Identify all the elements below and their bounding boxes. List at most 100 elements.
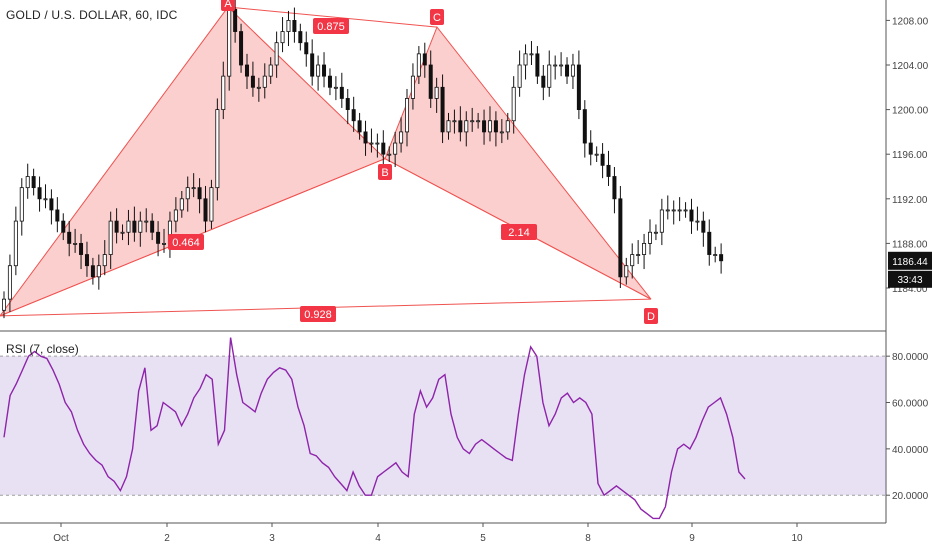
candle	[351, 109, 356, 122]
candle	[256, 86, 261, 89]
candle	[482, 120, 487, 133]
candle	[606, 164, 611, 177]
candle	[476, 120, 481, 123]
candle	[286, 19, 291, 32]
candle	[209, 187, 214, 222]
ratio-label: 2.14	[508, 227, 529, 239]
candle	[677, 209, 682, 212]
x-tick-label: 9	[689, 533, 695, 544]
y-tick-label: 1192.00	[892, 195, 928, 206]
candle	[517, 64, 522, 88]
candle	[55, 209, 60, 222]
y-tick-label: 1196.00	[892, 150, 928, 161]
candle	[114, 220, 119, 233]
candle	[179, 198, 184, 211]
x-tick-label: 5	[480, 533, 486, 544]
candle	[594, 153, 599, 156]
chart-title: GOLD / U.S. DOLLAR, 60, IDC	[6, 8, 178, 22]
pattern-triangle-xab	[0, 6, 386, 317]
candle	[144, 220, 149, 223]
candle	[120, 231, 125, 234]
x-tick-label: 2	[164, 533, 170, 544]
candle	[298, 31, 303, 44]
candle	[582, 109, 587, 144]
candle	[399, 131, 404, 144]
candle	[156, 231, 161, 244]
candle	[239, 31, 244, 66]
candle	[345, 98, 350, 110]
candle	[393, 142, 398, 155]
last-price-label: 1186.44	[892, 257, 928, 268]
candle	[416, 53, 421, 77]
candle	[487, 120, 492, 133]
candle	[446, 120, 451, 133]
candle	[422, 53, 427, 66]
candle	[173, 209, 178, 222]
candle	[126, 220, 131, 233]
candle	[369, 142, 374, 145]
candle	[529, 53, 534, 56]
candle	[304, 42, 309, 55]
pattern-point-a	[221, 0, 235, 11]
candle	[535, 53, 540, 77]
candle	[73, 242, 78, 245]
candle	[280, 31, 285, 44]
candle	[108, 220, 113, 255]
candle	[197, 187, 202, 200]
candle	[357, 120, 362, 133]
candle	[262, 75, 267, 88]
pattern-point-c	[430, 9, 444, 25]
ratio-label: 0.464	[172, 237, 200, 249]
last-price-badge	[888, 251, 932, 270]
candle	[150, 220, 155, 233]
candle	[191, 187, 196, 190]
pattern-point-d	[644, 308, 658, 324]
candle	[292, 19, 297, 32]
candle	[2, 298, 7, 311]
candle	[84, 254, 89, 267]
countdown-label: 33:43	[897, 275, 922, 286]
candle	[511, 86, 516, 122]
candle	[19, 187, 24, 222]
ratio-badge	[313, 18, 349, 34]
candle	[203, 198, 208, 222]
pattern-point-b	[378, 164, 392, 180]
candle	[250, 75, 255, 88]
candle	[559, 64, 564, 67]
rsi-y-tick-label: 40.0000	[892, 445, 929, 456]
countdown-badge	[888, 270, 932, 288]
rsi-line	[3, 337, 746, 520]
candle	[138, 220, 143, 233]
candle	[333, 86, 338, 89]
candle	[215, 109, 220, 189]
candle	[659, 209, 664, 233]
candle	[464, 120, 469, 133]
pattern-point-label: D	[647, 311, 655, 323]
ratio-badge	[501, 224, 537, 240]
candle	[565, 64, 570, 77]
candle	[523, 53, 528, 66]
x-tick-label: 10	[791, 533, 803, 544]
candle	[31, 176, 36, 189]
candle	[132, 220, 137, 233]
candle	[405, 98, 410, 133]
pattern-point-label: C	[433, 12, 441, 24]
candle	[79, 242, 84, 255]
candle	[713, 254, 718, 256]
candle	[274, 42, 279, 66]
candle	[434, 86, 439, 99]
y-tick-label: 1184.00	[892, 284, 928, 295]
candle	[701, 220, 706, 233]
candle	[671, 209, 676, 212]
candle	[665, 209, 670, 212]
pattern-line-ac	[227, 6, 438, 28]
candle	[162, 242, 167, 245]
candle	[612, 176, 617, 200]
candle	[683, 209, 688, 212]
candle	[499, 131, 504, 134]
candle	[618, 198, 623, 278]
ratio-badge	[300, 306, 336, 322]
candle	[244, 64, 249, 77]
candle	[96, 265, 101, 278]
